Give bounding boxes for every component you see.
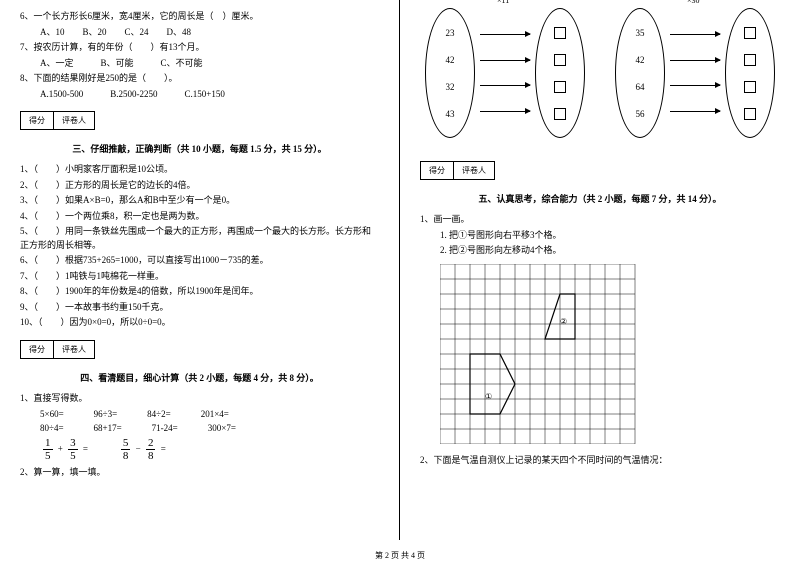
judgment-item: 10、（ ）因为0×0=0，所以0÷0=0。 [20, 316, 379, 330]
grader-label: 评卷人 [454, 162, 494, 179]
question-7-options: A、一定 B、可能 C、不可能 [20, 57, 379, 71]
score-box-1: 得分 评卷人 [20, 111, 95, 130]
judgment-item: 2、（ ）正方形的周长是它的边长的4倍。 [20, 179, 379, 193]
math-expr: 71-24= [152, 423, 178, 433]
oval-2-right [725, 8, 775, 138]
grid-svg: ① ② [440, 264, 640, 444]
judgment-item: 5、（ ）用同一条铁丝先围成一个最大的正方形，再围成一个最大的长方形。长方形和正… [20, 225, 379, 252]
score-box-3: 得分 评卷人 [420, 161, 495, 180]
multiplier-label-1: ×11 [497, 0, 509, 5]
oval-unit-2: ×30 35426456 [615, 8, 775, 138]
arrows-1 [475, 8, 535, 138]
oval-unit-1: ×11 23423243 [425, 8, 585, 138]
fraction-expr-2: 58 − 28 = [118, 437, 166, 462]
judgment-item: 4、（ ）一个两位乘8，积一定也是两为数。 [20, 210, 379, 224]
score-box-2: 得分 评卷人 [20, 340, 95, 359]
question-7: 7、按农历计算，有的年份（ ）有13个月。 [20, 41, 379, 55]
judgment-list: 1、（ ）小明家客厅面积是10公顷。 2、（ ）正方形的周长是它的边长的4倍。3、… [20, 163, 379, 330]
math-row-2: 80÷4= 68+17= 71-24= 300×7= [40, 423, 379, 433]
oval-1-left: 23 42 32 43 [425, 8, 475, 138]
math-expr: 68+17= [94, 423, 122, 433]
score-label: 得分 [21, 341, 54, 358]
judgment-item: 3、（ ）如果A×B=0，那么A和B中至少有一个是0。 [20, 194, 379, 208]
draw-1a: 1. 把①号图形向右平移3个格。 [420, 229, 780, 243]
judgment-item: 6、（ ）根据735+265=1000，可以直接写出1000－735的差。 [20, 254, 379, 268]
math-expr: 5×60= [40, 409, 64, 419]
question-6-options: A、10 B、20 C、24 D、48 [20, 26, 379, 40]
oval-number: 42 [636, 55, 645, 65]
section-5-title: 五、认真思考，综合能力（共 2 小题，每题 7 分，共 14 分）。 [420, 192, 780, 205]
oval-number: 23 [446, 28, 455, 38]
shape-2-label: ② [560, 317, 567, 326]
multiplier-label-2: ×30 [687, 0, 700, 5]
question-2-bottom: 2、下面是气温自测仪上记录的某天四个不同时间的气温情况： [420, 454, 780, 468]
score-label: 得分 [421, 162, 454, 179]
judgment-item: 1、（ ）小明家客厅面积是10公顷。 [20, 163, 379, 177]
oval-diagram-group: ×11 23423243 ×30 35426456 [420, 8, 780, 138]
page-footer: 第 2 页 共 4 页 [0, 550, 800, 561]
left-column: 6、一个长方形长6厘米，宽4厘米，它的周长是（ ）厘米。 A、10 B、20 C… [0, 0, 400, 540]
judgment-item: 7、（ ）1吨铁与1吨棉花一样重。 [20, 270, 379, 284]
grader-label: 评卷人 [54, 341, 94, 358]
oval-2-left: 35 42 64 56 [615, 8, 665, 138]
question-6: 6、一个长方形长6厘米，宽4厘米，它的周长是（ ）厘米。 [20, 10, 379, 24]
oval-number: 42 [446, 55, 455, 65]
calc-2-label: 2、算一算，填一填。 [20, 466, 379, 480]
math-expr: 84÷2= [147, 409, 171, 419]
math-expr: 96÷3= [94, 409, 118, 419]
arrows-2 [665, 8, 725, 138]
oval-number: 35 [636, 28, 645, 38]
judgment-item: 8、（ ）1900年的年份数是4的倍数，所以1900年是闰年。 [20, 285, 379, 299]
oval-number: 56 [636, 109, 645, 119]
draw-1b: 2. 把②号图形向左移动4个格。 [420, 244, 780, 258]
question-8: 8、下面的结果刚好是250的是（ ）。 [20, 72, 379, 86]
judgment-item: 9、（ ）一本故事书约重150千克。 [20, 301, 379, 315]
oval-number: 64 [636, 82, 645, 92]
oval-1-right [535, 8, 585, 138]
right-column: ×11 23 42 32 43 ×30 35 42 64 56 得分 评卷人 五、认真思考，… [400, 0, 800, 540]
page-container: 6、一个长方形长6厘米，宽4厘米，它的周长是（ ）厘米。 A、10 B、20 C… [0, 0, 800, 540]
math-expr: 201×4= [201, 409, 229, 419]
draw-1-label: 1、画一画。 [420, 213, 780, 227]
score-label: 得分 [21, 112, 54, 129]
question-8-options: A.1500-500 B.2500-2250 C.150+150 [20, 88, 379, 102]
oval-number: 32 [446, 82, 455, 92]
math-expr: 300×7= [208, 423, 236, 433]
math-row-3: 15 + 35 = 58 − 28 = [40, 437, 379, 462]
math-expr: 80÷4= [40, 423, 64, 433]
grader-label: 评卷人 [54, 112, 94, 129]
fraction-expr-1: 15 + 35 = [40, 437, 88, 462]
section-4-title: 四、看清题目，细心计算（共 2 小题，每题 4 分，共 8 分）。 [20, 371, 379, 384]
shape-1-label: ① [485, 392, 492, 401]
calc-1-label: 1、直接写得数。 [20, 392, 379, 406]
oval-number: 43 [446, 109, 455, 119]
math-row-1: 5×60= 96÷3= 84÷2= 201×4= [40, 409, 379, 419]
section-3-title: 三、仔细推敲，正确判断（共 10 小题，每题 1.5 分，共 15 分）。 [20, 142, 379, 155]
grid-canvas: ① ② [440, 264, 640, 444]
